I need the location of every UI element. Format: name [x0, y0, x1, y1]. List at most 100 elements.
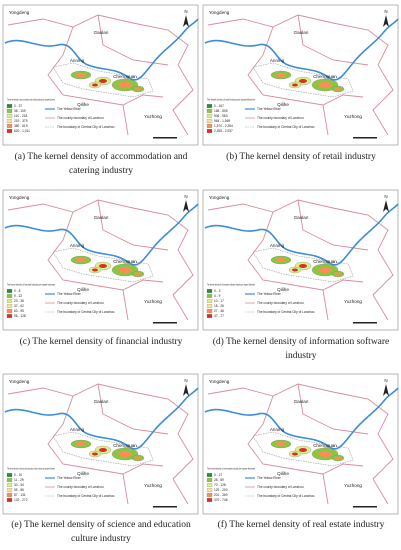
place-label: Yongdeng	[9, 10, 30, 15]
county-boundary	[207, 383, 394, 505]
legend-swatch	[206, 488, 213, 492]
map-panel: Yongdeng Gaolan Anning Chengguan Qilihe Yuzho…	[202, 189, 399, 331]
hotspot-core	[276, 442, 286, 446]
place-label: Yuzhong	[144, 483, 162, 488]
map-panel: Yongdeng Gaolan Anning Chengguan Qilihe Yuzho…	[2, 373, 199, 515]
place-label: Yuzhong	[144, 299, 162, 304]
legend-swatch	[206, 493, 213, 497]
legend-item: The boundary of Central City of Lanzhou	[57, 494, 115, 498]
hotspot-core	[335, 456, 341, 460]
legend-range: 380 - 619	[14, 124, 28, 128]
legend-swatch	[206, 114, 213, 118]
scale-bar	[353, 506, 377, 508]
legend-range: 0 - 27	[214, 473, 222, 477]
legend-item: The county boundary of Lanzhou	[57, 485, 104, 489]
legend-range: 87 - 131	[14, 493, 26, 497]
hotspot-core	[135, 87, 141, 91]
legend-swatch	[6, 104, 13, 108]
caption: (e) The kernel density of science and ed…	[11, 520, 191, 544]
scale-bar	[353, 322, 377, 324]
caption: (d) The kernel density of information so…	[212, 337, 390, 361]
place-label: Gaolan	[294, 215, 309, 220]
scale-bar	[153, 322, 177, 324]
legend-swatch	[206, 289, 213, 293]
legend-item: The Yellow River	[257, 476, 282, 480]
place-label: Qilihe	[277, 471, 289, 476]
central-city	[252, 62, 354, 98]
legend-swatch	[206, 124, 213, 128]
legend-range: 38 - 109	[14, 109, 26, 113]
map-panel: Yongdeng Gaolan Anning Chengguan Qilihe Yuzho…	[202, 4, 399, 146]
place-label: Gaolan	[294, 30, 309, 35]
legend-swatch	[6, 119, 13, 123]
hotspot-core	[118, 451, 132, 457]
legend-item: The Yellow River	[57, 476, 82, 480]
legend-title: The kernel density of accommodation and …	[7, 98, 55, 102]
hotspot-core	[292, 452, 298, 456]
legend-swatch	[6, 309, 13, 313]
place-label: Chengguan	[313, 259, 337, 264]
legend-item: The boundary of Central City of Lanzhou	[57, 125, 115, 129]
county-boundary	[207, 14, 394, 136]
hotspot-core	[292, 83, 298, 87]
legend-range: 219 - 379	[14, 119, 28, 123]
legend-title: The kernel density of science and educat…	[7, 467, 55, 471]
place-label: Chengguan	[113, 74, 137, 79]
yellow-river	[204, 203, 399, 266]
legend-swatch	[6, 294, 13, 298]
hotspot-core	[299, 79, 307, 83]
north-label: N	[384, 378, 387, 383]
legend-item: The county boundary of Lanzhou	[257, 116, 304, 120]
legend-range: 63 - 95	[14, 309, 24, 313]
central-city	[252, 431, 354, 467]
legend-range: 27 - 46	[214, 309, 224, 313]
yellow-river	[4, 18, 199, 81]
legend-range: 201 - 369	[214, 493, 228, 497]
legend-item: The Yellow River	[257, 292, 282, 296]
place-label: Yongdeng	[209, 195, 230, 200]
place-label: Anning	[270, 58, 285, 63]
legend-range: 0 - 37	[14, 104, 22, 108]
yellow-river	[204, 387, 399, 450]
legend-swatch	[206, 109, 213, 113]
legend-range: 964 - 1,569	[214, 119, 230, 123]
hotspot-core	[92, 83, 98, 87]
legend-swatch	[6, 304, 13, 308]
legend-swatch	[6, 314, 13, 318]
north-label: N	[184, 194, 187, 199]
legend-range: 506 - 963	[214, 114, 228, 118]
hotspot-core	[76, 442, 86, 446]
legend-swatch	[206, 473, 213, 477]
caption: (a) The kernel density of accommodation …	[14, 152, 188, 176]
place-label: Yongdeng	[9, 379, 30, 384]
legend-swatch	[206, 478, 213, 482]
hotspot-core	[335, 272, 341, 276]
hotspot-core	[99, 264, 107, 268]
central-city	[252, 247, 354, 283]
hotspot-core	[276, 258, 286, 262]
yellow-river	[4, 203, 199, 266]
legend-range: 4 - 9	[214, 294, 221, 298]
legend-swatch	[6, 488, 13, 492]
legend-swatch	[206, 483, 213, 487]
hotspot-core	[276, 73, 286, 77]
legend-range: 9 - 22	[14, 294, 22, 298]
legend-range: 0 - 167	[214, 104, 224, 108]
place-label: Qilihe	[77, 102, 89, 107]
place-label: Yongdeng	[209, 10, 230, 15]
place-label: Qilihe	[77, 287, 89, 292]
legend-range: 28 - 69	[214, 478, 224, 482]
hotspot-core	[318, 451, 332, 457]
legend-title: The kernel density of retail industry pe…	[207, 98, 255, 102]
legend-range: 1,570 - 2,354	[214, 124, 233, 128]
place-label: Chengguan	[313, 74, 337, 79]
hotspot-core	[92, 452, 98, 456]
legend-swatch	[6, 289, 13, 293]
legend-range: 47 - 77	[214, 314, 224, 318]
legend-range: 168 - 505	[214, 109, 228, 113]
legend-range: 96 - 128	[14, 314, 26, 318]
yellow-river	[204, 18, 399, 81]
place-label: Yuzhong	[144, 114, 162, 119]
